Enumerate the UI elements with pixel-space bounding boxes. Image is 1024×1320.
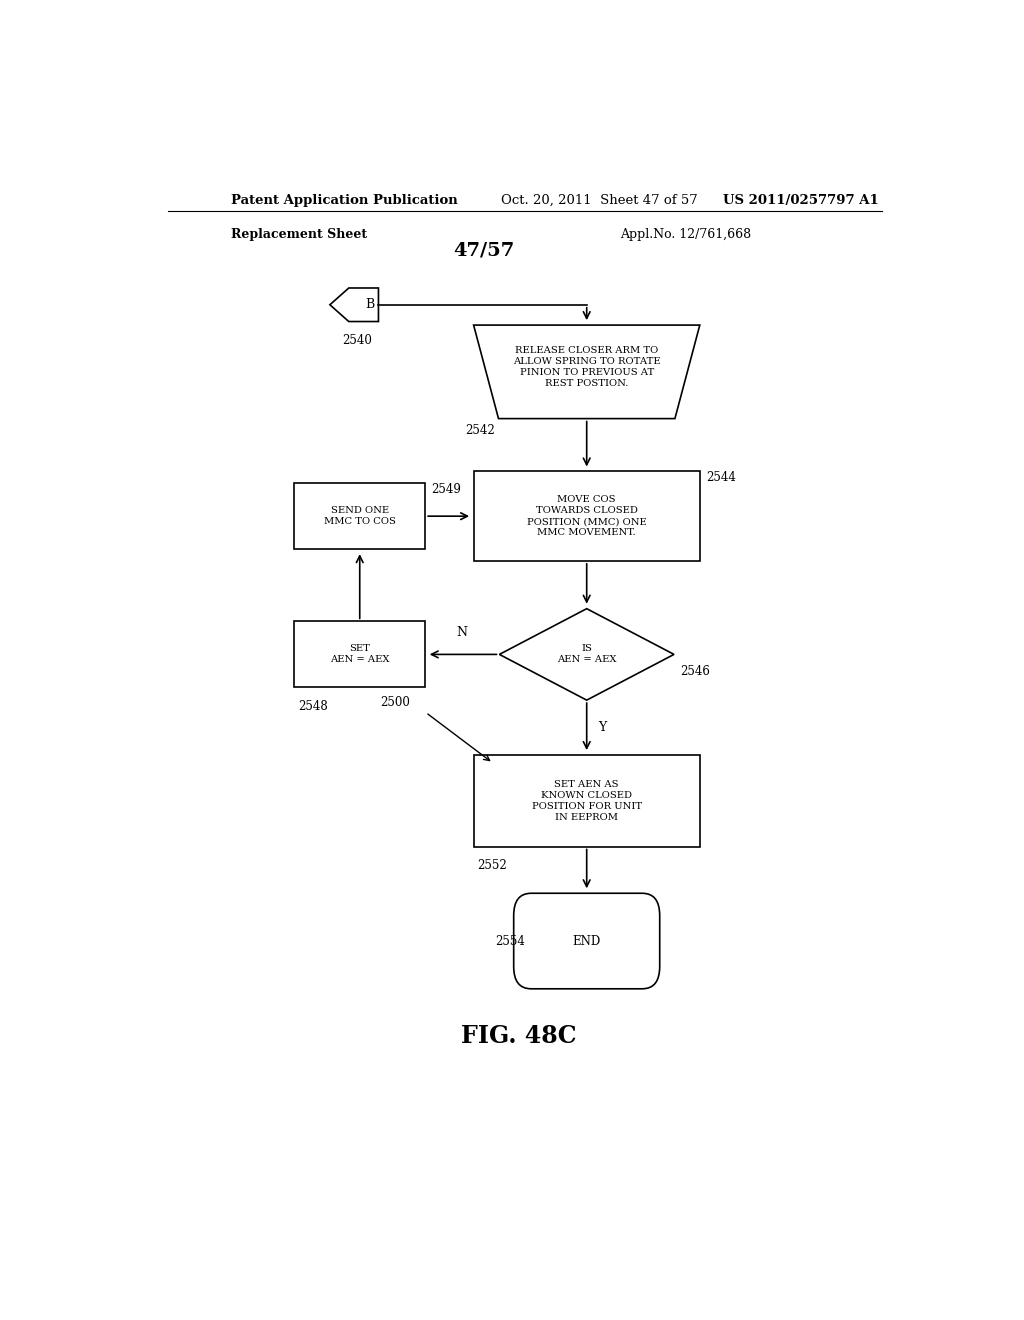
Text: 47/57: 47/57: [454, 242, 515, 260]
Text: Patent Application Publication: Patent Application Publication: [231, 194, 458, 207]
Text: 2548: 2548: [298, 700, 328, 713]
Text: FIG. 48C: FIG. 48C: [461, 1024, 577, 1048]
Text: 2500: 2500: [380, 696, 410, 709]
Text: IS
AEN = AEX: IS AEN = AEX: [557, 644, 616, 664]
Text: Oct. 20, 2011  Sheet 47 of 57: Oct. 20, 2011 Sheet 47 of 57: [501, 194, 697, 207]
Text: 2540: 2540: [342, 334, 372, 347]
Text: 2542: 2542: [465, 424, 495, 437]
Text: US 2011/0257797 A1: US 2011/0257797 A1: [723, 194, 879, 207]
Text: Appl.No. 12/761,668: Appl.No. 12/761,668: [620, 227, 752, 240]
Text: Replacement Sheet: Replacement Sheet: [231, 227, 368, 240]
Text: Y: Y: [599, 721, 607, 734]
Text: 2546: 2546: [680, 664, 711, 677]
Text: SET AEN AS
KNOWN CLOSED
POSITION FOR UNIT
IN EEPROM: SET AEN AS KNOWN CLOSED POSITION FOR UNI…: [531, 780, 642, 822]
Text: N: N: [457, 626, 468, 639]
Text: 2554: 2554: [495, 935, 524, 948]
Text: 2552: 2552: [477, 859, 507, 871]
Text: 2544: 2544: [707, 471, 736, 484]
Text: 2549: 2549: [431, 483, 462, 496]
Text: RELEASE CLOSER ARM TO
ALLOW SPRING TO ROTATE
PINION TO PREVIOUS AT
REST POSTION.: RELEASE CLOSER ARM TO ALLOW SPRING TO RO…: [513, 346, 660, 388]
Text: B: B: [366, 298, 375, 312]
Text: END: END: [572, 935, 601, 948]
Text: SEND ONE
MMC TO COS: SEND ONE MMC TO COS: [324, 506, 395, 527]
Text: SET
AEN = AEX: SET AEN = AEX: [330, 644, 389, 664]
Text: MOVE COS
TOWARDS CLOSED
POSITION (MMC) ONE
MMC MOVEMENT.: MOVE COS TOWARDS CLOSED POSITION (MMC) O…: [526, 495, 646, 537]
